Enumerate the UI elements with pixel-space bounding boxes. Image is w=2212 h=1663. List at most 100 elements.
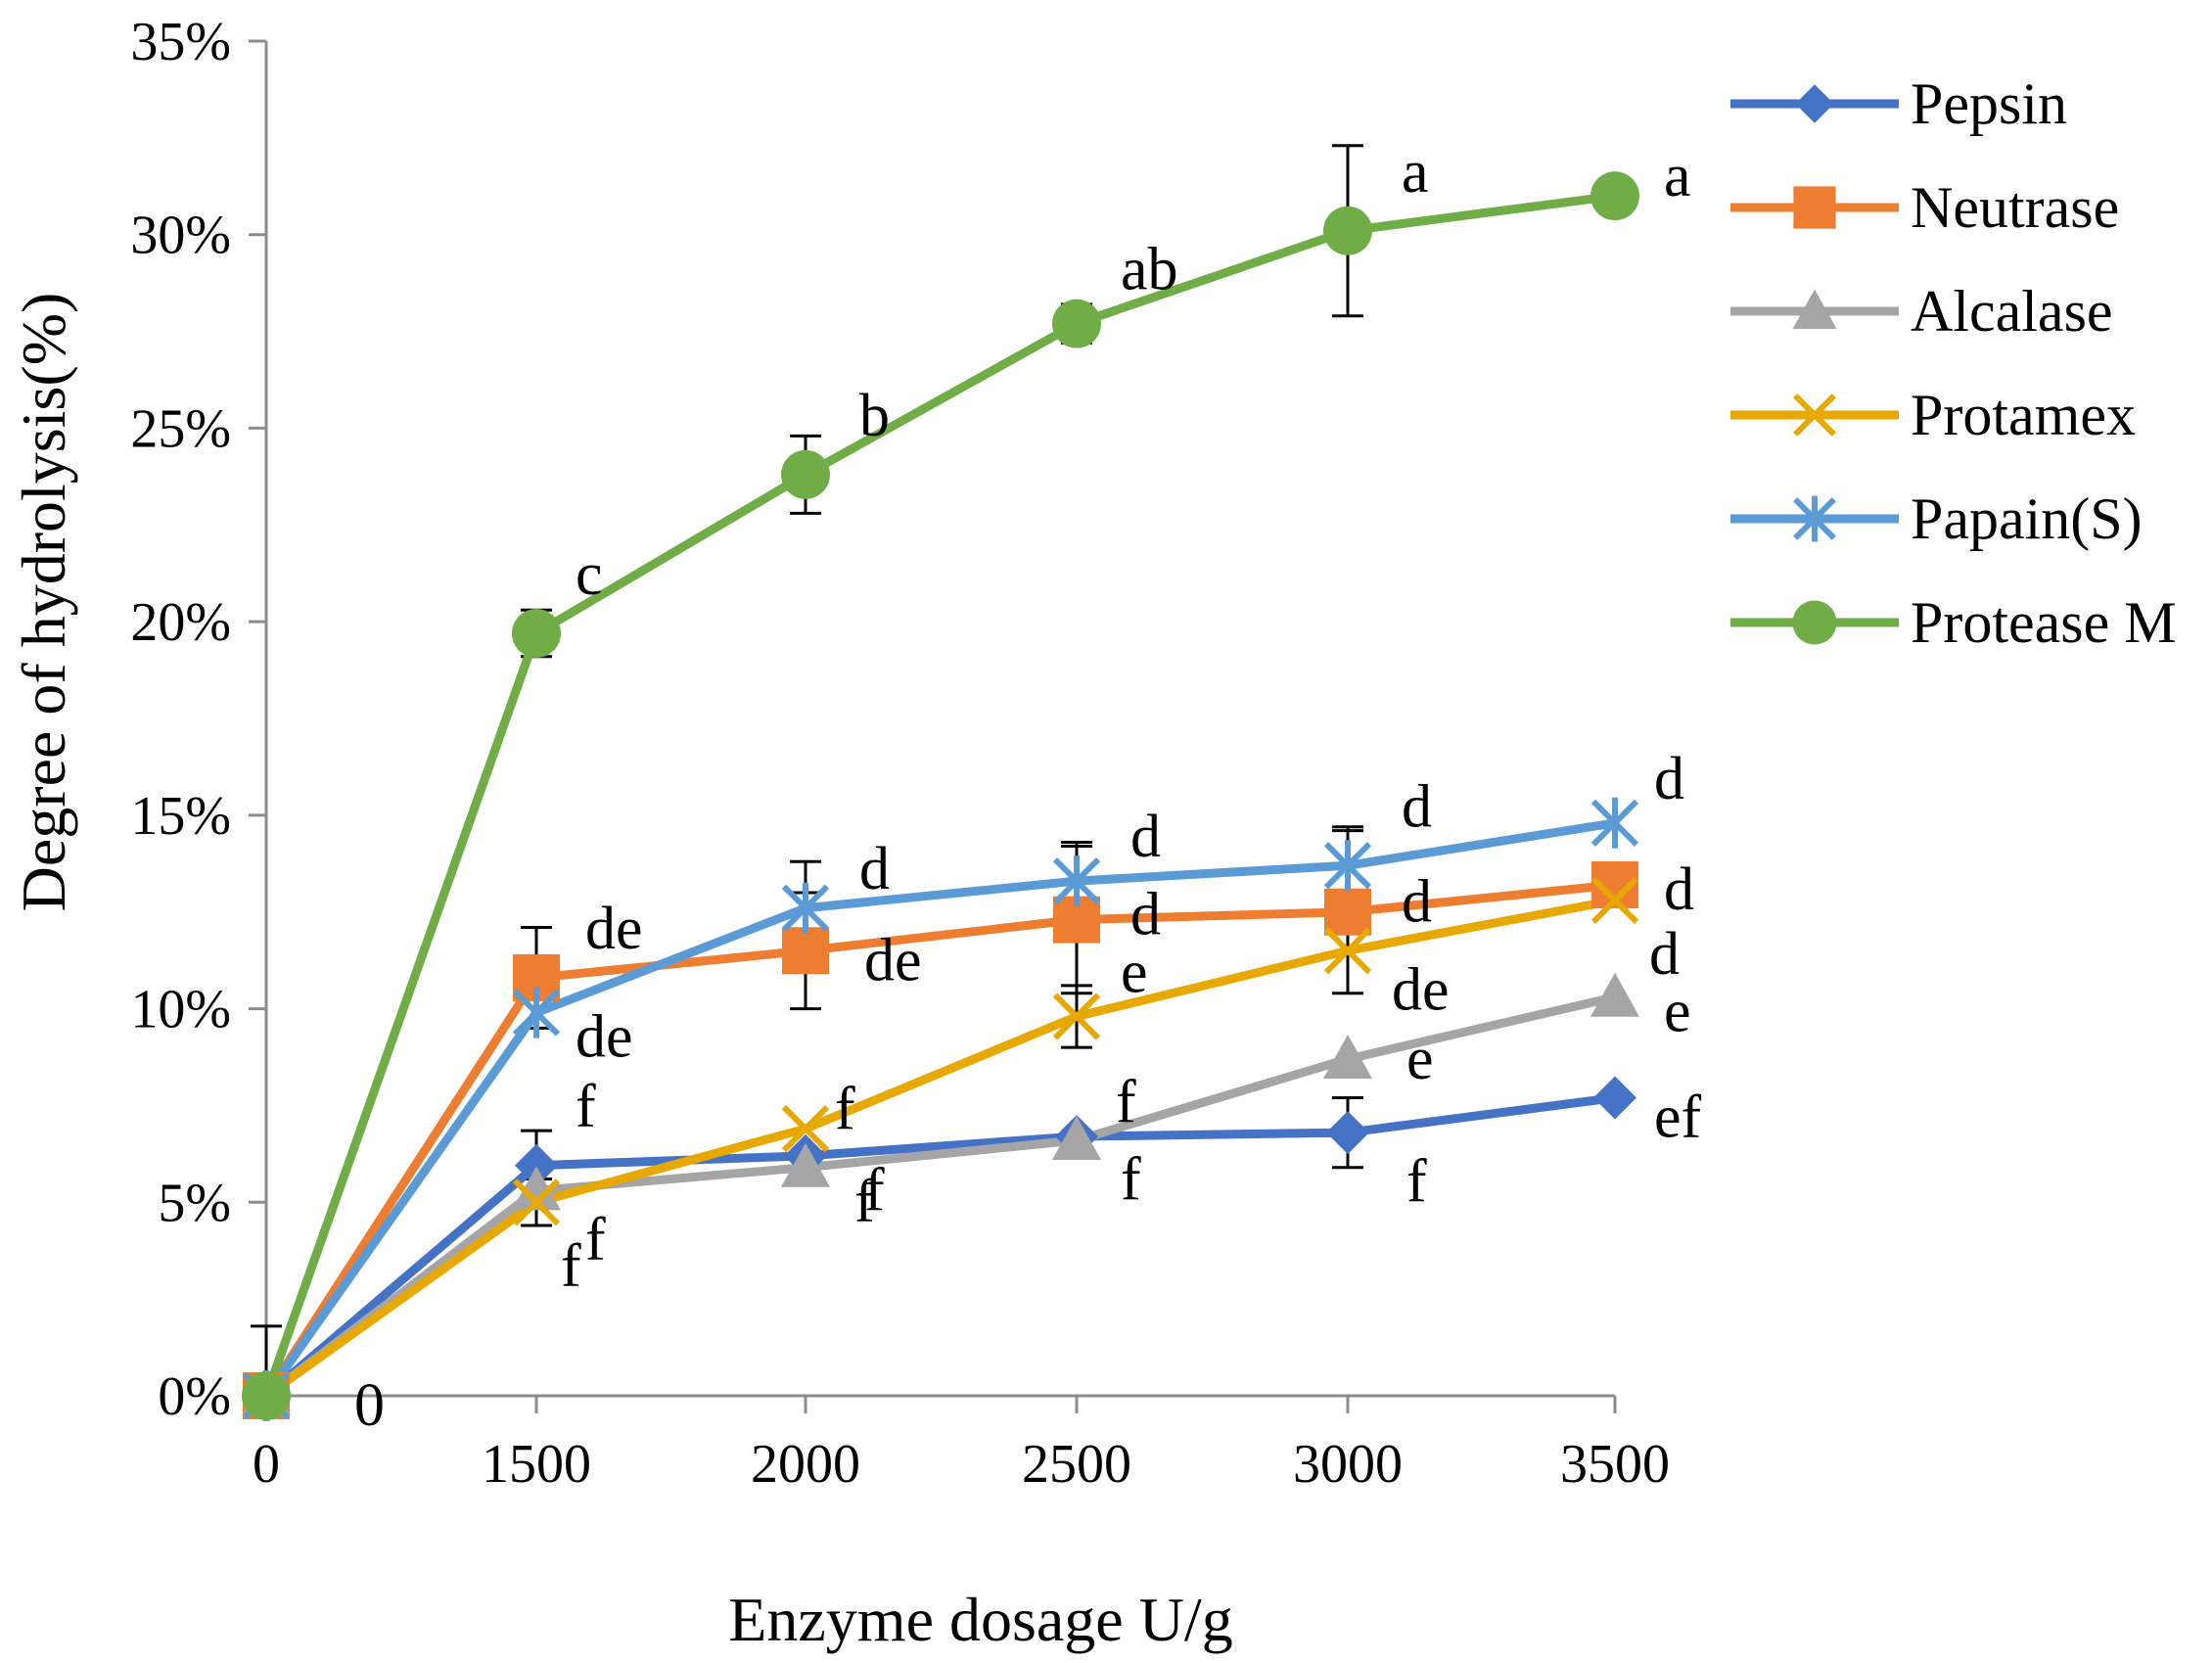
legend-label: Protamex (1911, 383, 2136, 447)
significance-label-pepsin: ef (1654, 1085, 1702, 1151)
series-line-papain-s (262, 818, 1616, 1399)
legend-item-protamex: Protamex (1730, 383, 2136, 447)
data-point-protamex (1590, 876, 1639, 924)
y-tick-label: 20% (130, 592, 231, 653)
x-tick-label: 0 (253, 1434, 280, 1495)
data-point-protamex (781, 1105, 830, 1153)
x-tick-label: 1500 (482, 1434, 591, 1495)
data-point-protease-m (512, 609, 561, 659)
y-ticks: 0% 5% 10% 15% 20% 25% 30% 35% (130, 12, 266, 1427)
data-point-protamex (512, 1178, 561, 1226)
significance-label-protease-m: c (576, 541, 603, 608)
legend-marker-neutrase (1793, 186, 1836, 229)
significance-label-protamex: de (1392, 956, 1450, 1023)
legend-label: Alcalase (1911, 279, 2113, 344)
significance-label-papain-s: d (1130, 804, 1161, 870)
y-tick-label: 5% (158, 1173, 231, 1233)
series-lines (261, 191, 1617, 1400)
data-point-protease-m (1052, 299, 1101, 348)
legend-marker-alcalase (1792, 289, 1837, 329)
significance-label-protamex: d (1649, 921, 1680, 988)
significance-label-pepsin: f (1116, 1069, 1136, 1135)
data-point-alcalase (512, 1166, 561, 1211)
x-ticks: 0 1500 2000 2500 3000 3500 (253, 1396, 1670, 1495)
data-point-protease-m (781, 449, 830, 499)
significance-label-protease-m: b (859, 383, 890, 449)
significance-label-neutrase: d (1402, 869, 1432, 936)
significance-label-papain-s: de (576, 1004, 633, 1071)
significance-label-protease-m: 0 (354, 1372, 385, 1439)
y-axis-title: Degree of hydrolysis(%) (9, 293, 78, 912)
error-bars (251, 144, 1363, 1398)
series-line-protease-m (261, 191, 1616, 1398)
data-point-neutrase (1324, 888, 1371, 936)
significance-label-pepsin: f (576, 1074, 596, 1140)
legend-marker-papain-s (1793, 495, 1836, 542)
legend-item-papain-s: Papain(S) (1730, 486, 2143, 551)
x-tick-label: 3000 (1293, 1434, 1403, 1495)
y-tick-label: 35% (130, 12, 231, 72)
y-tick-label: 30% (130, 206, 231, 266)
legend-label: Protease M (1911, 590, 2177, 655)
significance-label-alcalase: e (1406, 1026, 1434, 1092)
significance-label-protamex: f (835, 1076, 855, 1142)
significance-label-alcalase: f (1121, 1146, 1141, 1213)
axes: 0% 5% 10% 15% 20% 25% 30% 35% 0 1500 2000 2500 3000… (130, 12, 1670, 1495)
significance-label-protease-m: ab (1121, 237, 1178, 303)
legend-item-protease-m: Protease M (1730, 590, 2177, 655)
y-tick-label: 25% (130, 398, 231, 459)
data-point-pepsin (1593, 1076, 1636, 1120)
series-line-pepsin (263, 1093, 1616, 1400)
significance-label-neutrase: de (585, 896, 643, 962)
significance-label-pepsin: f (1406, 1148, 1427, 1215)
legend-item-alcalase: Alcalase (1730, 279, 2113, 344)
legend-label: Papain(S) (1911, 486, 2143, 551)
data-point-papain-s (1323, 840, 1372, 892)
significance-label-papain-s: d (1402, 773, 1432, 840)
data-point-alcalase (1323, 1034, 1372, 1079)
x-tick-label: 2000 (751, 1434, 860, 1495)
significance-label-alcalase: f (585, 1206, 606, 1272)
data-point-protease-m (1323, 206, 1372, 255)
data-point-protease-m (242, 1371, 291, 1420)
legend-label: Pepsin (1911, 71, 2067, 136)
data-point-papain-s (1590, 797, 1639, 849)
significance-label-neutrase: de (864, 927, 922, 993)
series-markers (242, 171, 1639, 1421)
significance-label-papain-s: d (859, 836, 890, 902)
series-line-neutrase (262, 880, 1616, 1399)
data-point-papain-s (1052, 855, 1101, 907)
data-point-pepsin (515, 1143, 558, 1187)
legend-marker-protease-m (1792, 600, 1837, 645)
legend-marker-protamex (1793, 393, 1836, 437)
data-point-protamex (1052, 993, 1101, 1040)
data-point-protamex (1323, 927, 1372, 975)
significance-label-neutrase: d (1664, 856, 1694, 923)
significance-label-neutrase: d (1130, 882, 1161, 948)
significance-label-papain-s: d (1654, 746, 1684, 812)
y-tick-label: 15% (130, 786, 231, 847)
significance-label-protamex: f (561, 1232, 581, 1299)
significance-label-pepsin: f (864, 1157, 885, 1224)
data-point-papain-s (781, 882, 830, 934)
series-line-alcalase (263, 993, 1617, 1400)
data-point-alcalase (1590, 972, 1639, 1017)
legend-label: Neutrase (1911, 175, 2119, 240)
significance-label-protease-m: a (1402, 139, 1429, 206)
significance-label-alcalase: e (1664, 979, 1691, 1045)
data-point-alcalase (1052, 1116, 1101, 1161)
significance-label-alcalase: f (854, 1169, 875, 1235)
data-point-protease-m (1590, 171, 1639, 221)
legend-item-neutrase: Neutrase (1730, 175, 2119, 240)
significance-label-protamex: e (1121, 939, 1148, 1005)
data-point-alcalase (781, 1142, 830, 1187)
series-line-protamex (263, 896, 1616, 1400)
x-tick-label: 2500 (1022, 1434, 1131, 1495)
data-point-pepsin (1326, 1111, 1369, 1155)
legend-marker-pepsin (1795, 84, 1834, 123)
data-point-neutrase (782, 927, 829, 975)
y-tick-label: 10% (130, 980, 231, 1040)
y-tick-label: 0% (158, 1366, 231, 1427)
